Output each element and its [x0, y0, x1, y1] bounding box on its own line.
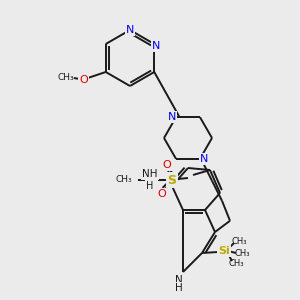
Text: Si: Si: [218, 246, 230, 256]
Text: N: N: [152, 41, 160, 51]
Text: CH₃: CH₃: [234, 248, 250, 257]
Text: CH₃: CH₃: [116, 176, 132, 184]
Text: CH₃: CH₃: [228, 260, 244, 268]
Text: S: S: [167, 173, 176, 187]
Text: H: H: [146, 181, 154, 191]
Text: N: N: [200, 154, 208, 164]
Text: N: N: [168, 112, 176, 122]
Text: CH₃: CH₃: [57, 73, 74, 82]
Text: CH₃: CH₃: [231, 236, 247, 245]
Text: O: O: [80, 75, 88, 85]
Text: N: N: [126, 25, 134, 35]
Text: NH: NH: [142, 169, 158, 179]
Text: O: O: [158, 189, 166, 199]
Text: N: N: [175, 275, 183, 285]
Text: O: O: [163, 160, 171, 170]
Text: H: H: [175, 283, 183, 293]
